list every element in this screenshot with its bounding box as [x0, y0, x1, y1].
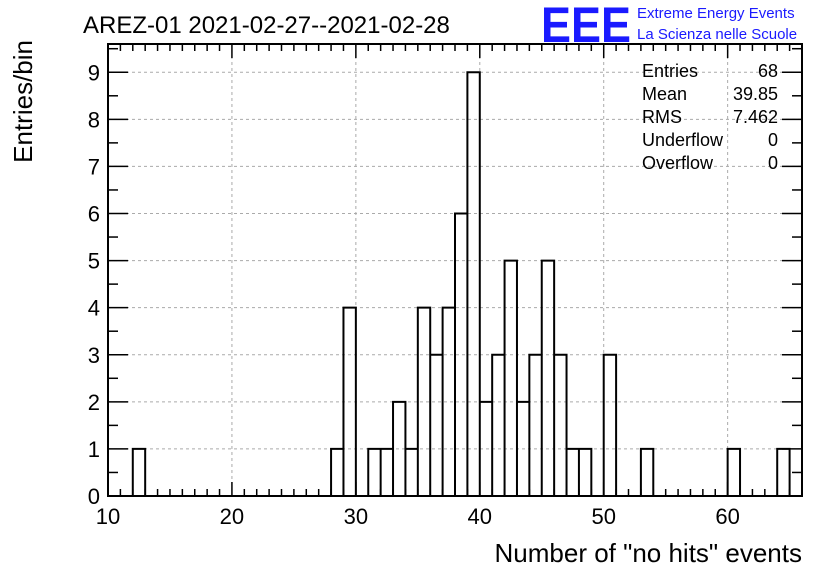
- x-tick-label: 40: [468, 504, 492, 529]
- histogram-bin: [641, 449, 653, 496]
- histogram-bin: [368, 449, 380, 496]
- logo-line-1: Extreme Energy Events: [637, 5, 795, 22]
- y-tick-label: 1: [88, 437, 100, 462]
- stat-label: Mean: [642, 84, 687, 104]
- axis-ticks: [107, 44, 803, 497]
- stats-box: Entries 68 Mean 39.85 RMS 7.462 Underflow 0 Over…: [642, 61, 778, 173]
- logo-line-2: La Scienza nelle Scuole: [637, 26, 797, 43]
- histogram-bin: [529, 355, 541, 496]
- histogram-bin: [505, 261, 517, 496]
- stat-label: Underflow: [642, 130, 724, 150]
- histogram-bin: [579, 449, 591, 496]
- chart-title: AREZ-01 2021-02-27--2021-02-28: [83, 12, 450, 39]
- y-tick-label: 6: [88, 202, 100, 227]
- y-axis-title: Entries/bin: [8, 40, 38, 163]
- y-tick-label: 2: [88, 390, 100, 415]
- y-tick-label: 9: [88, 60, 100, 85]
- histogram-outline: [131, 71, 791, 496]
- x-tick-label: 50: [591, 504, 615, 529]
- histogram-bin: [728, 449, 740, 496]
- stat-label: RMS: [642, 107, 682, 127]
- tick-labels: 10 20 30 40 50 60 0 1 2 3 4 5 6 7 8 9: [88, 60, 740, 529]
- x-tick-label: 60: [715, 504, 739, 529]
- x-tick-label: 20: [220, 504, 244, 529]
- histogram-bin: [777, 449, 789, 496]
- y-tick-label: 5: [88, 249, 100, 274]
- x-tick-label: 30: [344, 504, 368, 529]
- stat-value: 7.462: [733, 107, 778, 127]
- histogram-bin: [381, 449, 393, 496]
- stat-label: Overflow: [642, 153, 714, 173]
- x-tick-label: 10: [96, 504, 120, 529]
- grid-lines: [108, 44, 802, 496]
- histogram-bin: [567, 449, 579, 496]
- y-tick-label: 8: [88, 107, 100, 132]
- y-tick-label: 7: [88, 154, 100, 179]
- x-axis-title: Number of "no hits" events: [495, 538, 803, 568]
- stat-value: 0: [768, 130, 778, 150]
- eee-logo: EEE Extreme Energy Events La Scienza nel…: [541, 0, 797, 53]
- histogram-bin: [467, 72, 479, 496]
- y-tick-label: 3: [88, 343, 100, 368]
- histogram-bin: [331, 449, 343, 496]
- y-tick-label: 4: [88, 296, 100, 321]
- histogram-bin: [430, 355, 442, 496]
- histogram-bin: [133, 449, 145, 496]
- histogram-bin: [492, 355, 504, 496]
- histogram-bin: [542, 261, 554, 496]
- histogram-bin: [604, 355, 616, 496]
- stat-label: Entries: [642, 61, 698, 81]
- histogram-bin: [405, 449, 417, 496]
- stat-value: 68: [758, 61, 778, 81]
- histogram-bin: [554, 355, 566, 496]
- stat-value: 0: [768, 153, 778, 173]
- stat-value: 39.85: [733, 84, 778, 104]
- y-tick-label: 0: [88, 484, 100, 509]
- eee-logo-mark: EEE: [541, 0, 631, 53]
